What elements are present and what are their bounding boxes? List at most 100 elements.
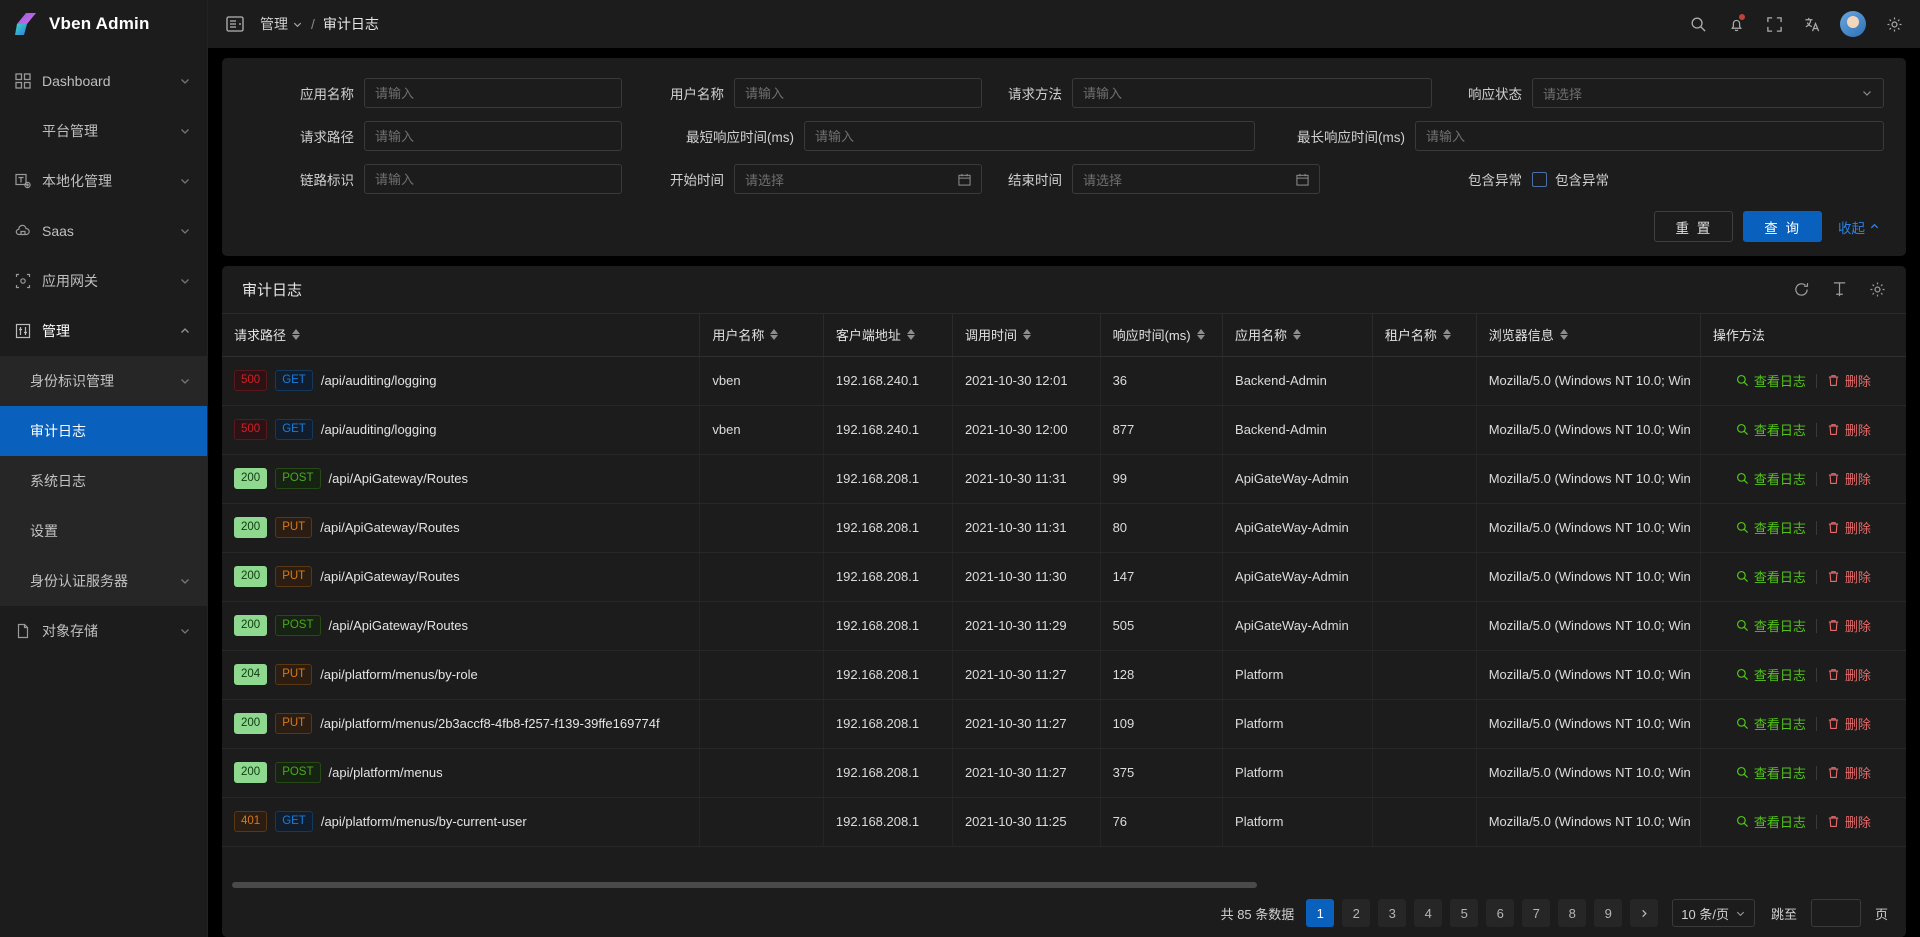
table-row[interactable]: 200 POST/api/ApiGateway/Routes 192.168.208… (222, 454, 1906, 504)
pagination-page-7[interactable]: 7 (1522, 899, 1551, 927)
view-log-button[interactable]: 查看日志 (1726, 812, 1816, 831)
pagination-page-4[interactable]: 4 (1414, 899, 1443, 927)
menu-collapse-icon[interactable] (222, 11, 248, 37)
collapse-filters-link[interactable]: 收起 (1838, 217, 1880, 237)
table-row[interactable]: 200 POST/api/platform/menus 192.168.208.1 2… (222, 748, 1906, 798)
reset-button[interactable]: 重 置 (1654, 211, 1734, 242)
table-row[interactable]: 401 GET/api/platform/menus/by-current-use… (222, 797, 1906, 847)
search-icon[interactable] (1688, 14, 1708, 34)
view-log-button[interactable]: 查看日志 (1726, 469, 1816, 488)
pagination-page-8[interactable]: 8 (1558, 899, 1587, 927)
pagination-page-9[interactable]: 9 (1594, 899, 1623, 927)
sidebar-item-audit-log[interactable]: 审计日志 (0, 406, 207, 456)
trace-id-input[interactable] (364, 164, 622, 194)
table-row[interactable]: 204 PUT/api/platform/menus/by-role 192.168… (222, 650, 1906, 700)
sort-icon[interactable] (1293, 329, 1302, 341)
pagination-jump-input[interactable] (1810, 899, 1861, 927)
request-method-input[interactable] (1072, 78, 1432, 108)
breadcrumb-parent[interactable]: 管理 (260, 14, 303, 34)
scrollbar-thumb[interactable] (232, 882, 1257, 888)
table-column-header[interactable]: 请求路径 (222, 314, 701, 357)
view-log-button[interactable]: 查看日志 (1726, 763, 1816, 782)
pagination-next-button[interactable] (1630, 899, 1659, 927)
table-column-header[interactable]: 应用名称 (1222, 314, 1373, 357)
include-exception-checkbox-wrap[interactable]: 包含异常 (1532, 169, 1609, 189)
include-exception-checkbox[interactable] (1532, 171, 1547, 187)
delete-button[interactable]: 删除 (1817, 518, 1881, 537)
response-status-select[interactable]: 请选择 (1532, 78, 1884, 108)
sort-icon[interactable] (1559, 329, 1568, 341)
max-duration-input[interactable] (1415, 121, 1884, 151)
sidebar-item-api-gateway[interactable]: 应用网关 (0, 256, 207, 306)
delete-button[interactable]: 删除 (1817, 665, 1881, 684)
avatar[interactable] (1840, 11, 1866, 37)
sidebar-item-system-log[interactable]: 系统日志 (0, 456, 207, 506)
brand[interactable]: Vben Admin (0, 0, 207, 48)
horizontal-scrollbar[interactable] (222, 881, 1906, 889)
sort-icon[interactable] (1196, 329, 1205, 341)
view-log-button[interactable]: 查看日志 (1726, 616, 1816, 635)
sidebar-item-settings[interactable]: 设置 (0, 506, 207, 556)
min-duration-input[interactable] (804, 121, 1255, 151)
sort-icon[interactable] (292, 329, 301, 341)
sort-icon[interactable] (1022, 329, 1031, 341)
delete-button[interactable]: 删除 (1817, 616, 1881, 635)
view-log-button[interactable]: 查看日志 (1726, 714, 1816, 733)
delete-button[interactable]: 删除 (1817, 763, 1881, 782)
language-icon[interactable] (1802, 14, 1822, 34)
delete-button[interactable]: 删除 (1817, 812, 1881, 831)
view-log-button[interactable]: 查看日志 (1726, 420, 1816, 439)
table-column-header[interactable]: 调用时间 (952, 314, 1101, 357)
sort-icon[interactable] (770, 329, 779, 341)
pagination-page-5[interactable]: 5 (1450, 899, 1479, 927)
delete-button[interactable]: 删除 (1817, 567, 1881, 586)
delete-button[interactable]: 删除 (1817, 469, 1881, 488)
view-log-button[interactable]: 查看日志 (1726, 518, 1816, 537)
table-column-header[interactable]: 用户名称 (699, 314, 824, 357)
bell-icon[interactable] (1726, 14, 1746, 34)
query-button[interactable]: 查 询 (1743, 211, 1822, 242)
sort-icon[interactable] (1442, 329, 1451, 341)
delete-button[interactable]: 删除 (1817, 420, 1881, 439)
app-name-input[interactable] (364, 78, 622, 108)
refresh-icon[interactable] (1792, 281, 1810, 299)
table-column-header[interactable]: 响应时间(ms) (1100, 314, 1224, 357)
delete-button[interactable]: 删除 (1817, 371, 1881, 390)
view-log-button[interactable]: 查看日志 (1726, 371, 1816, 390)
sidebar-item-platform-management[interactable]: 平台管理 (0, 106, 207, 156)
table-row[interactable]: 500 GET/api/auditing/logging vben 192.168.2… (222, 356, 1906, 406)
sidebar-item-identity-server[interactable]: 身份认证服务器 (0, 556, 207, 606)
sidebar-item-dashboard[interactable]: Dashboard (0, 56, 207, 106)
sidebar-item-identity-management[interactable]: 身份标识管理 (0, 356, 207, 406)
fullscreen-table-icon[interactable] (1830, 281, 1848, 299)
pagination-page-3[interactable]: 3 (1378, 899, 1407, 927)
column-settings-icon[interactable] (1868, 281, 1886, 299)
user-name-input[interactable] (734, 78, 982, 108)
page-size-select[interactable]: 10 条/页 (1672, 899, 1755, 927)
sort-icon[interactable] (906, 329, 915, 341)
table-row[interactable]: 200 PUT/api/ApiGateway/Routes 192.168.208.… (222, 552, 1906, 602)
table-row[interactable]: 200 PUT/api/ApiGateway/Routes 192.168.208.… (222, 503, 1906, 553)
pagination-page-2[interactable]: 2 (1342, 899, 1371, 927)
table-column-header[interactable]: 客户端地址 (823, 314, 953, 357)
pagination-page-6[interactable]: 6 (1486, 899, 1515, 927)
sidebar-item-object-storage[interactable]: 对象存储 (0, 606, 207, 656)
table-column-header[interactable]: 浏览器信息 (1476, 314, 1701, 357)
gear-icon[interactable] (1884, 14, 1904, 34)
sidebar-item-localization[interactable]: 本地化管理 (0, 156, 207, 206)
fullscreen-icon[interactable] (1764, 14, 1784, 34)
start-time-picker[interactable]: 请选择 (734, 164, 982, 194)
table-row[interactable]: 200 POST/api/ApiGateway/Routes 192.168.208… (222, 601, 1906, 651)
delete-button[interactable]: 删除 (1817, 714, 1881, 733)
sidebar-item-management[interactable]: 管理 (0, 306, 207, 356)
view-log-button[interactable]: 查看日志 (1726, 665, 1816, 684)
request-path-input[interactable] (364, 121, 622, 151)
table-row[interactable]: 200 PUT/api/platform/menus/2b3accf8-4fb8-… (222, 699, 1906, 749)
pagination-page-1[interactable]: 1 (1306, 899, 1335, 927)
table-row[interactable]: 500 GET/api/auditing/logging vben 192.168.2… (222, 405, 1906, 455)
end-time-picker[interactable]: 请选择 (1072, 164, 1320, 194)
table-scroll-area[interactable]: 请求路径 用户名称 客户端地址 调用时间 响应时间(ms) 应用名称 租户名称 浏览器信息 操作… (222, 314, 1906, 881)
table-column-header[interactable]: 租户名称 (1372, 314, 1477, 357)
sidebar-item-saas[interactable]: Saas (0, 206, 207, 256)
view-log-button[interactable]: 查看日志 (1726, 567, 1816, 586)
